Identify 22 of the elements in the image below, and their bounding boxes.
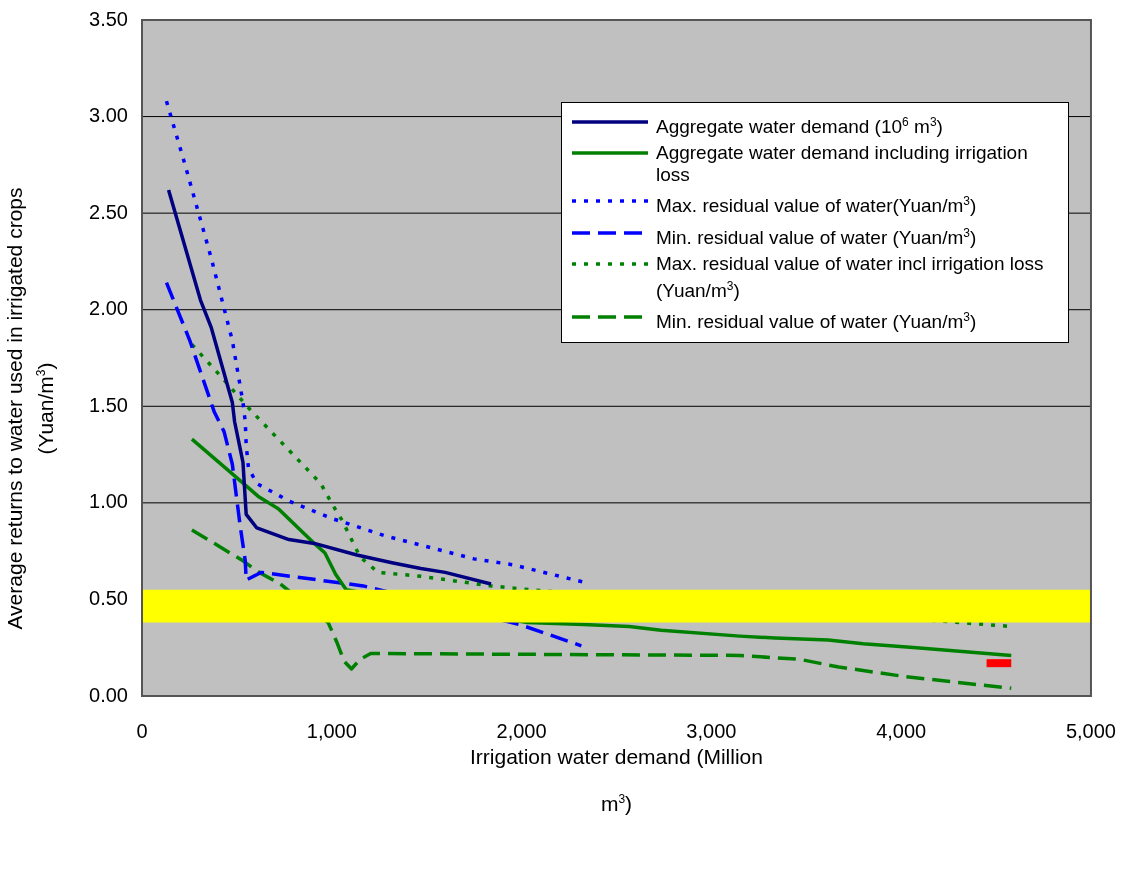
x-tick-label: 0: [136, 719, 148, 742]
legend-label: Max. residual value of water(Yuan/m$^{3}$): [655, 193, 977, 218]
legend-label: Aggregate water demand including irrigation loss: [655, 142, 1029, 187]
legend-label: Min. residual value of water (Yuan/m$^{3}$): [655, 309, 977, 334]
y-tick-label: 2.50: [89, 200, 128, 223]
x-axis-title: Irrigation water demand (Million m$^{3}$): [470, 745, 763, 815]
x-tick-label: 2,000: [496, 719, 547, 742]
x-tick-label: 5,000: [1065, 719, 1117, 742]
x-tick-label: 3,000: [686, 719, 737, 742]
y-tick-label: 1.50: [89, 393, 128, 416]
legend-label: Aggregate water demand (10$^{6}$ m$^{3}$): [655, 114, 943, 139]
y-tick-label: 1.00: [89, 490, 128, 513]
line-series: [190, 528, 1014, 691]
y-tick-label: 3.00: [89, 104, 128, 127]
y-tick-label: 3.50: [89, 7, 128, 30]
x-tick-label: 1,000: [306, 719, 357, 742]
y-tick-label: 0.50: [89, 586, 128, 609]
legend-label: Min. residual value of water (Yuan/m$^{3}$): [655, 224, 977, 249]
y-tick-label: 2.00: [89, 297, 128, 320]
legend-label: Max. residual value of water incl irrigation loss (Yuan/m$^{3}$): [655, 252, 1045, 303]
y-tick-label: 0.00: [89, 683, 128, 706]
x-tick-label: 4,000: [876, 719, 927, 742]
